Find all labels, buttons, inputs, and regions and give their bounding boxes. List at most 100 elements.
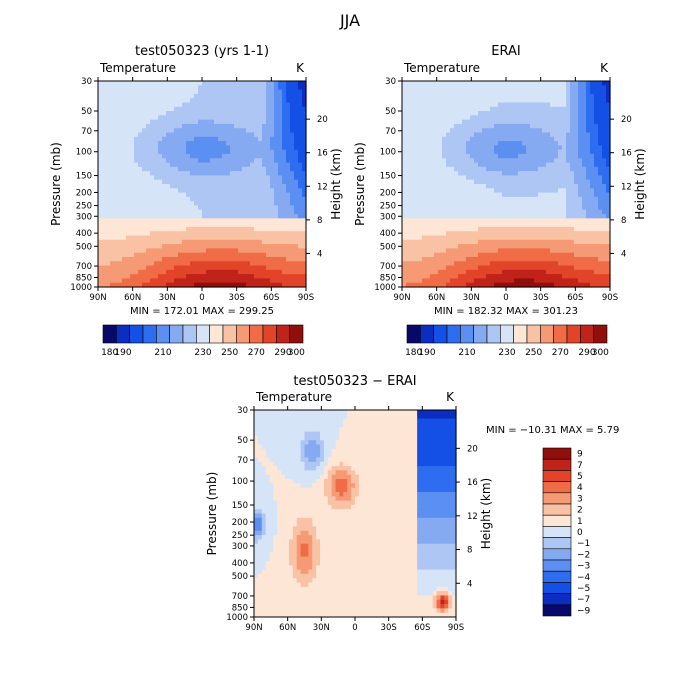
field-cell xyxy=(214,162,219,168)
field-cell xyxy=(546,235,551,241)
field-cell xyxy=(210,201,215,207)
field-cell xyxy=(270,162,275,168)
field-cell xyxy=(598,201,603,207)
colorbar-swatch xyxy=(196,324,210,344)
field-cell xyxy=(538,256,543,262)
field-cell xyxy=(122,89,127,95)
field-cell xyxy=(286,209,291,215)
field-cell xyxy=(114,201,119,207)
field-cell xyxy=(538,209,543,215)
field-cell xyxy=(162,218,167,224)
field-cell xyxy=(426,261,431,267)
field-cell xyxy=(170,141,175,146)
field-cell xyxy=(594,171,599,177)
field-cell xyxy=(218,153,223,159)
field-cell xyxy=(226,119,231,125)
field-cell xyxy=(486,222,491,228)
field-cell xyxy=(582,115,587,121)
field-cell xyxy=(586,158,591,164)
field-cell xyxy=(202,136,207,142)
field-cell xyxy=(210,274,215,280)
field-cell xyxy=(158,179,163,185)
field-cell xyxy=(574,166,579,172)
field-cell xyxy=(522,145,527,151)
field-cell xyxy=(558,231,563,237)
field-cell xyxy=(482,256,487,262)
field-cell xyxy=(258,179,263,185)
field-cell xyxy=(110,239,115,245)
field-cell xyxy=(174,102,179,108)
field-cell xyxy=(538,192,543,198)
field-cell xyxy=(158,132,163,138)
field-cell xyxy=(114,162,119,168)
field-cell xyxy=(434,136,439,142)
field-cell xyxy=(534,106,539,112)
field-cell xyxy=(138,149,143,155)
field-cell xyxy=(122,205,127,211)
field-cell xyxy=(170,136,175,142)
colorbar-swatch xyxy=(116,324,130,344)
field-cell xyxy=(198,85,203,91)
field-cell xyxy=(526,132,531,138)
field-cell xyxy=(246,179,251,185)
field-cell xyxy=(294,158,299,164)
field-cell xyxy=(474,269,479,275)
field-cell xyxy=(290,132,295,138)
field-cell xyxy=(258,149,263,155)
field-cell xyxy=(110,81,115,86)
field-cell xyxy=(122,196,127,202)
field-cell xyxy=(282,149,287,155)
field-cell xyxy=(138,106,143,112)
field-cell xyxy=(150,231,155,237)
field-cell xyxy=(170,166,175,172)
field-cell xyxy=(122,119,127,125)
field-cell xyxy=(510,184,515,189)
field-cell xyxy=(194,205,199,211)
field-cell xyxy=(582,111,587,116)
field-cell xyxy=(114,239,119,245)
field-cell xyxy=(430,175,435,181)
field-cell xyxy=(170,278,175,284)
field-cell xyxy=(590,158,595,164)
field-cell xyxy=(286,89,291,95)
field-cell xyxy=(554,214,559,219)
field-cell xyxy=(534,102,539,108)
field-cell xyxy=(110,214,115,219)
field-cell xyxy=(218,162,223,168)
field-cell xyxy=(258,235,263,241)
field-cell xyxy=(118,162,123,168)
field-cell xyxy=(298,201,303,207)
field-cell xyxy=(462,106,467,112)
field-cell xyxy=(574,89,579,95)
field-cell xyxy=(522,132,527,138)
field-cell xyxy=(266,93,271,99)
field-cell xyxy=(454,244,459,249)
field-cell xyxy=(542,184,547,189)
field-cell xyxy=(434,171,439,177)
field-cell xyxy=(174,205,179,211)
field-cell xyxy=(142,98,147,104)
field-cell xyxy=(590,89,595,95)
field-cell xyxy=(246,209,251,215)
field-cell xyxy=(578,162,583,168)
field-cell xyxy=(130,256,135,262)
field-cell xyxy=(138,231,143,237)
field-cell xyxy=(222,256,227,262)
field-cell xyxy=(282,235,287,241)
field-cell xyxy=(206,132,211,138)
field-cell xyxy=(534,214,539,219)
field-cell xyxy=(594,162,599,168)
field-cell xyxy=(294,282,299,288)
field-cell xyxy=(446,274,451,280)
field-cell xyxy=(410,175,415,181)
field-cell xyxy=(526,239,531,245)
field-cell xyxy=(170,252,175,258)
field-cell xyxy=(290,252,295,258)
field-cell xyxy=(186,145,191,151)
x-tick-label: 90S xyxy=(298,293,314,303)
field-cell xyxy=(590,188,595,194)
field-cell xyxy=(554,106,559,112)
field-cell xyxy=(514,192,519,198)
field-cell xyxy=(150,89,155,95)
field-cell xyxy=(218,85,223,91)
